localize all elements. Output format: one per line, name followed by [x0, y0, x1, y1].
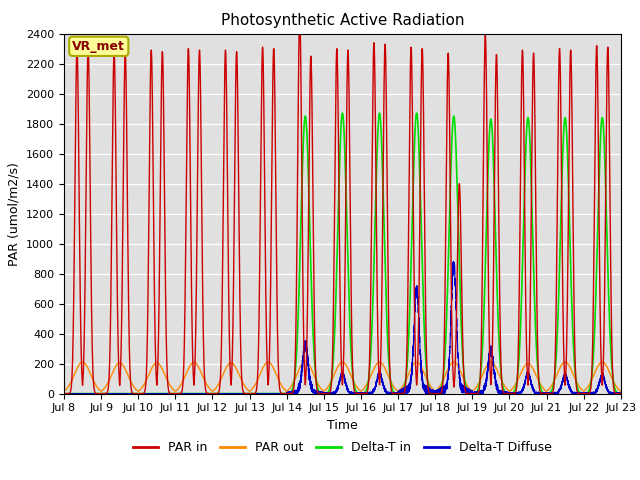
- Delta-T Diffuse: [179, 391, 187, 396]
- Delta-T in: [413, 110, 420, 116]
- PAR in: [173, 391, 181, 396]
- Delta-T in: [615, 390, 623, 396]
- PAR out: [301, 359, 309, 364]
- X-axis label: Time: Time: [327, 419, 358, 432]
- PAR out: [173, 387, 181, 393]
- Delta-T in: [419, 299, 427, 305]
- PAR in: [419, 91, 427, 97]
- Delta-T in: [617, 391, 625, 396]
- Legend: PAR in, PAR out, Delta-T in, Delta-T Diffuse: PAR in, PAR out, Delta-T in, Delta-T Dif…: [129, 436, 556, 459]
- Line: Delta-T Diffuse: Delta-T Diffuse: [64, 261, 621, 394]
- Delta-T in: [179, 391, 187, 396]
- Delta-T Diffuse: [269, 391, 276, 396]
- PAR out: [419, 368, 427, 374]
- Delta-T in: [269, 391, 276, 396]
- PAR in: [60, 391, 68, 396]
- PAR out: [615, 387, 623, 393]
- Line: Delta-T in: Delta-T in: [64, 113, 621, 394]
- PAR in: [617, 391, 625, 396]
- Line: PAR out: PAR out: [64, 361, 621, 394]
- PAR out: [60, 388, 68, 394]
- Delta-T Diffuse: [60, 391, 68, 396]
- Y-axis label: PAR (umol/m2/s): PAR (umol/m2/s): [8, 162, 20, 265]
- Delta-T in: [499, 381, 506, 386]
- Delta-T in: [173, 391, 181, 396]
- Delta-T Diffuse: [617, 391, 625, 396]
- Title: Photosynthetic Active Radiation: Photosynthetic Active Radiation: [221, 13, 464, 28]
- PAR out: [179, 378, 187, 384]
- Delta-T in: [60, 391, 68, 396]
- Delta-T Diffuse: [173, 391, 181, 396]
- Delta-T Diffuse: [615, 390, 623, 396]
- PAR out: [269, 363, 276, 369]
- Delta-T Diffuse: [449, 258, 457, 264]
- PAR in: [615, 391, 623, 396]
- PAR out: [617, 391, 625, 396]
- PAR in: [499, 386, 506, 392]
- Delta-T Diffuse: [499, 390, 506, 396]
- PAR in: [179, 378, 187, 384]
- PAR in: [269, 110, 276, 116]
- PAR out: [499, 379, 506, 385]
- Text: VR_met: VR_met: [72, 40, 125, 53]
- Line: PAR in: PAR in: [64, 16, 621, 394]
- PAR in: [296, 13, 303, 19]
- Delta-T Diffuse: [419, 385, 427, 391]
